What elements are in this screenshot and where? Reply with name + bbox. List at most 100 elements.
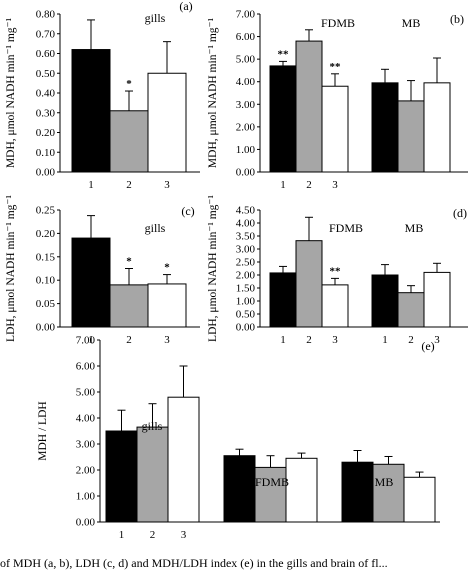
panel-5-bar (167, 396, 200, 523)
panel-4-x-tick-label: 2 (306, 334, 312, 346)
panel-4-y-axis-title: LDH, μmol NADH min⁻¹ mg⁻¹ (207, 194, 219, 341)
panel-5-y-tick-label: 1.00 (76, 491, 96, 503)
panel-1-y-tick-label: 0.60 (36, 48, 56, 60)
panel-4-x-tick-label: 3 (434, 334, 440, 346)
panel-4-bar (269, 272, 297, 328)
panel-4-x-tick-label: 2 (408, 334, 414, 346)
panel-5-bar (285, 457, 318, 523)
panel-1-y-tick-label: 0.10 (36, 147, 56, 159)
panel-4-y-tick-label: 0.00 (236, 322, 256, 334)
panel-3-y-tick-label: 0.15 (36, 251, 56, 263)
panel-5-y-tick-label: 5.00 (76, 387, 96, 399)
panel-2-x-tick-label: 3 (332, 179, 338, 191)
panel-2-bar (295, 40, 323, 173)
panel-3-y-tick-label: 0.05 (36, 298, 56, 310)
panel-3-group-label: gills (145, 221, 166, 235)
panel-3-bar (147, 283, 187, 328)
panel-4-group-label: MB (405, 221, 424, 235)
panel-4-bar (397, 292, 425, 328)
panel-3-significance-mark: * (126, 256, 132, 268)
panel-3-x-tick-label: 1 (88, 334, 94, 346)
panel-4-y-tick-label: 3.00 (236, 244, 256, 256)
panel-3-bar (71, 237, 111, 328)
panel-5-y-tick-label: 6.00 (76, 361, 96, 373)
panel-1-y-tick-label: 0.50 (36, 68, 56, 80)
panel-5-bar (372, 463, 405, 523)
panel-3-y-tick-label: 0.10 (36, 275, 56, 287)
panel-5-bar (223, 455, 256, 523)
panel-2-y-tick-label: 7.00 (236, 9, 256, 21)
panel-2-bar (321, 85, 349, 173)
panel-1-significance-mark: * (126, 78, 132, 90)
panel-2-significance-mark: ** (330, 61, 342, 73)
panel-3-x-tick-label: 3 (164, 334, 170, 346)
panel-4-y-tick-label: 2.50 (236, 257, 256, 269)
panel-3-y-tick-label: 0.25 (36, 205, 56, 217)
panel-2-group-label: FDMB (321, 16, 355, 30)
panel-4-x-tick-label: 1 (280, 334, 286, 346)
panel-3-y-tick-label: 0.20 (36, 228, 56, 240)
panel-4-y-tick-label: 0.50 (236, 309, 256, 321)
panel-1-bar (71, 49, 111, 173)
panel-5-x-tick-label: 2 (150, 529, 156, 541)
panel-1-y-tick-label: 0.40 (36, 88, 56, 100)
panel-5-y-tick-label: 3.00 (76, 439, 96, 451)
panel-2-bar (269, 65, 297, 173)
panel-4-x-tick-label: 3 (332, 334, 338, 346)
panel-2-group-label: MB (402, 16, 421, 30)
panel-2-x-tick-label: 1 (280, 179, 286, 191)
panel-5-group-label: gills (142, 419, 163, 433)
panel-1-y-axis-title: MDH, μmol NADH min⁻¹ mg⁻¹ (5, 17, 17, 168)
panel-5-y-axis-title: MDH / LDH (37, 401, 49, 460)
panel-5-bar (403, 476, 436, 523)
panel-4-y-tick-label: 2.00 (236, 270, 256, 282)
panel-2-bar (397, 100, 425, 173)
figure-caption: of MDH (a, b), LDH (c, d) and MDH/LDH in… (0, 556, 388, 570)
panel-5-bar (105, 430, 138, 523)
panel-1-bar (147, 72, 187, 173)
panel-4-y-tick-label: 3.50 (236, 231, 256, 243)
panel-5-y-tick-label: 0.00 (76, 517, 96, 529)
panel-2-y-axis-title: MDH, μmol NADH min⁻¹ mg⁻¹ (207, 17, 219, 168)
panel-4-panel-label: (d) (453, 206, 467, 220)
panel-4-y-tick-label: 4.50 (236, 205, 256, 217)
panel-2-y-tick-label: 4.00 (236, 76, 256, 88)
panel-1-y-tick-label: 0.70 (36, 28, 56, 40)
panel-3-x-tick-label: 2 (126, 334, 132, 346)
panel-2-y-tick-label: 6.00 (236, 31, 256, 43)
panel-2-y-tick-label: 3.00 (236, 99, 256, 111)
panel-2-y-tick-label: 2.00 (236, 121, 256, 133)
panel-2-panel-label: (b) (450, 12, 464, 26)
panel-4-bar (321, 284, 349, 328)
panel-3-panel-label: (c) (181, 204, 194, 218)
panel-4-bar (371, 274, 399, 328)
panel-2-bar (423, 82, 451, 173)
panel-2-bar (371, 82, 399, 173)
panel-5-group-label: FDMB (255, 475, 289, 489)
panel-1-x-tick-label: 2 (126, 179, 132, 191)
panel-3-y-tick-label: 0.00 (36, 322, 56, 334)
panel-5-bar (341, 461, 374, 523)
panel-5-panel-label: (e) (421, 339, 434, 353)
panel-1-panel-label: (a) (179, 0, 192, 13)
panel-4-y-tick-label: 1.50 (236, 283, 256, 295)
panel-4-significance-mark: ** (330, 265, 342, 277)
panel-4-y-tick-label: 1.00 (236, 296, 256, 308)
panel-5-y-tick-label: 2.00 (76, 465, 96, 477)
panel-5-y-tick-label: 7.00 (76, 335, 96, 347)
panel-1-x-tick-label: 1 (88, 179, 94, 191)
panel-3-significance-mark: * (164, 262, 170, 274)
panel-4-y-tick-label: 4.00 (236, 218, 256, 230)
panel-5-x-tick-label: 3 (181, 529, 187, 541)
panel-4-bar (423, 271, 451, 328)
panel-1-y-tick-label: 0.30 (36, 107, 56, 119)
panel-1-group-label: gills (145, 11, 166, 25)
panel-3-y-axis-title: LDH, μmol NADH min⁻¹ mg⁻¹ (5, 194, 17, 341)
panel-5-bar (136, 426, 169, 523)
panel-2-y-tick-label: 1.00 (236, 144, 256, 156)
panel-1-y-tick-label: 0.20 (36, 127, 56, 139)
panel-2-y-tick-label: 0.00 (236, 167, 256, 179)
panel-3-bar (109, 284, 149, 328)
panel-4-bar (295, 240, 323, 328)
panel-5-y-tick-label: 4.00 (76, 413, 96, 425)
